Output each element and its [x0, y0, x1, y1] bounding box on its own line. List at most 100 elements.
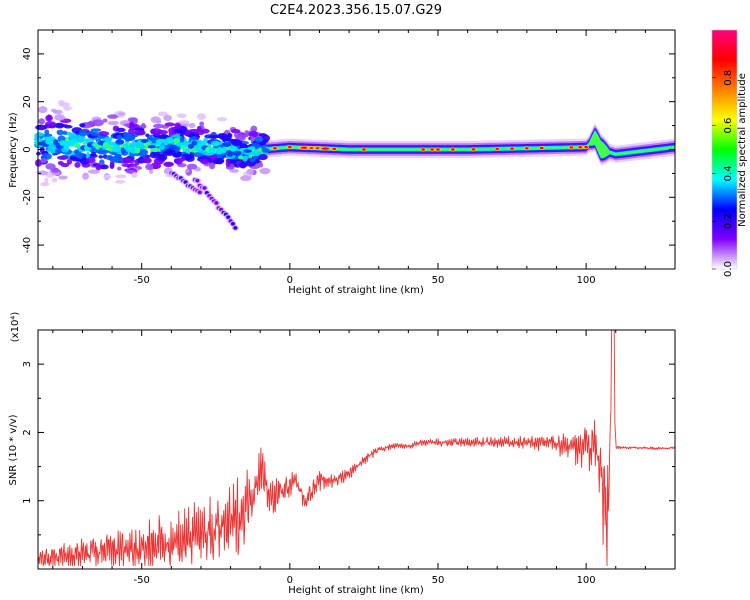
spectrogram-blob [152, 123, 165, 129]
spectrogram-blob [127, 133, 133, 141]
spectrogram-blob [127, 117, 138, 122]
spectrogram-blob [175, 124, 182, 130]
snr-axes: -50 0 50 100 1 2 3 [22, 330, 676, 586]
spectrogram-y-tick-label: -40 [22, 237, 33, 253]
snr-y-tick-label: 1 [22, 498, 33, 504]
spectrogram-blob [116, 127, 126, 133]
spectrogram-blob [41, 153, 52, 160]
spectrogram-blob [79, 129, 88, 137]
spectrogram-blob [91, 151, 96, 157]
spectrogram-blob [246, 168, 254, 175]
spectrogram-blob [176, 113, 187, 118]
spectrogram-blob [189, 136, 198, 141]
spectrogram-blob [116, 134, 122, 141]
figure-title: C2E4.2023.356.15.07.G29 [270, 3, 442, 18]
spectrogram-blob [228, 158, 238, 164]
spectrogram-core-blob [177, 142, 184, 147]
spectrogram-blob [157, 111, 168, 117]
spectrogram-blob [85, 151, 91, 159]
spectrogram-blob [38, 118, 45, 125]
spectrogram-blob [149, 169, 154, 175]
spectrogram-blob [229, 163, 235, 171]
spectrogram-blob [35, 124, 48, 131]
spectrogram-blob [57, 99, 65, 106]
spectrogram-blob [115, 180, 126, 184]
spectrogram-blob [145, 133, 150, 137]
snr-x-tick-label: -50 [134, 575, 150, 586]
spectrogram-branch-blob [230, 222, 235, 226]
spectrogram-blob [90, 131, 100, 137]
spectrogram-blob [240, 175, 252, 182]
spectrogram-blob [98, 155, 104, 159]
spectrogram-x-tick-label: 50 [432, 275, 445, 286]
spectrogram-blob [66, 158, 73, 165]
spectrogram-blob [54, 122, 65, 129]
spectrogram-blob [164, 162, 174, 167]
spectrogram-blob [150, 116, 161, 124]
spectrogram-blob [208, 135, 221, 139]
colorbar-gradient [712, 30, 737, 269]
snr-y-axis-label: SNR (10 * v/v) [8, 414, 19, 485]
spectrogram-blob [44, 177, 49, 184]
spectrogram-core-blob [169, 144, 178, 150]
colorbar-frame [711, 29, 738, 270]
spectrogram-branch-blob [202, 186, 207, 190]
spectrogram-blob [40, 182, 50, 187]
spectrogram-blob [103, 137, 112, 141]
spectrogram-x-axis-label: Height of straight line (km) [288, 285, 424, 296]
spectrogram-hotspot-core [495, 147, 500, 151]
spectrogram-blob [255, 158, 260, 164]
spectrogram-core-blob [247, 146, 256, 151]
spectrogram-blob [74, 162, 81, 168]
spectrogram-core-blob [191, 140, 198, 146]
colorbar-tick-label: 0.0 [723, 261, 734, 277]
snr-x-tick-label: 100 [577, 575, 596, 586]
spectrogram-blob [193, 152, 203, 158]
spectrogram-band-layer [254, 127, 676, 161]
spectrogram-blob [163, 114, 173, 122]
spectrogram-blob [228, 168, 240, 173]
spectrogram-hotspot-core [421, 148, 425, 151]
spectrogram-blob [87, 169, 100, 174]
spectrogram-core-blob [68, 138, 79, 145]
spectrogram-blob [184, 169, 190, 173]
spectrogram-blob [58, 175, 68, 180]
spectrogram-blob [54, 148, 62, 155]
spectrogram-band [254, 123, 676, 166]
snr-x-tick-label: 50 [432, 575, 445, 586]
spectrogram-branch-blob [233, 226, 238, 230]
spectrogram-blob [141, 157, 151, 163]
spectrogram-blob [115, 174, 127, 179]
spectrogram-blob [68, 132, 77, 141]
spectrogram-core-blob [115, 139, 125, 145]
spectrogram-blob [40, 158, 47, 164]
spectrogram-blob [149, 151, 159, 159]
spectrogram-blob [129, 143, 136, 149]
spectrogram-blob [261, 134, 271, 142]
spectrogram-blob [102, 118, 108, 123]
spectrogram-branch-blob [197, 190, 202, 195]
spectrogram-blob [36, 170, 48, 176]
spectrogram-core-blob [150, 147, 161, 152]
spectrogram-blob [128, 128, 135, 135]
spectrogram-hotspot-core [321, 147, 330, 150]
spectrogram-blob [44, 121, 57, 128]
snr-panel: -50 0 50 100 1 2 3 Height of straight line (km… [8, 312, 676, 596]
spectrogram-blob [158, 144, 165, 150]
spectrogram-blob [261, 148, 270, 153]
spectrogram-y-tick-label: 0 [22, 146, 33, 152]
spectrogram-blob [36, 132, 45, 137]
spectrogram-branch-blob [226, 215, 231, 220]
spectrogram-core-blob [187, 143, 194, 149]
spectrogram-blob [164, 148, 176, 156]
spectrogram-blob [258, 154, 268, 161]
spectrogram-blob [63, 106, 72, 111]
spectrogram-blob [112, 155, 124, 163]
snr-y-tick-label: 2 [22, 429, 33, 435]
spectrogram-blob [95, 163, 102, 171]
spectrogram-core-blob [232, 150, 242, 156]
spectrogram-blob [73, 149, 80, 155]
spectrogram-blob [79, 123, 86, 128]
spectrogram-blob [188, 122, 196, 129]
spectrogram-hotspot-core [578, 146, 582, 149]
